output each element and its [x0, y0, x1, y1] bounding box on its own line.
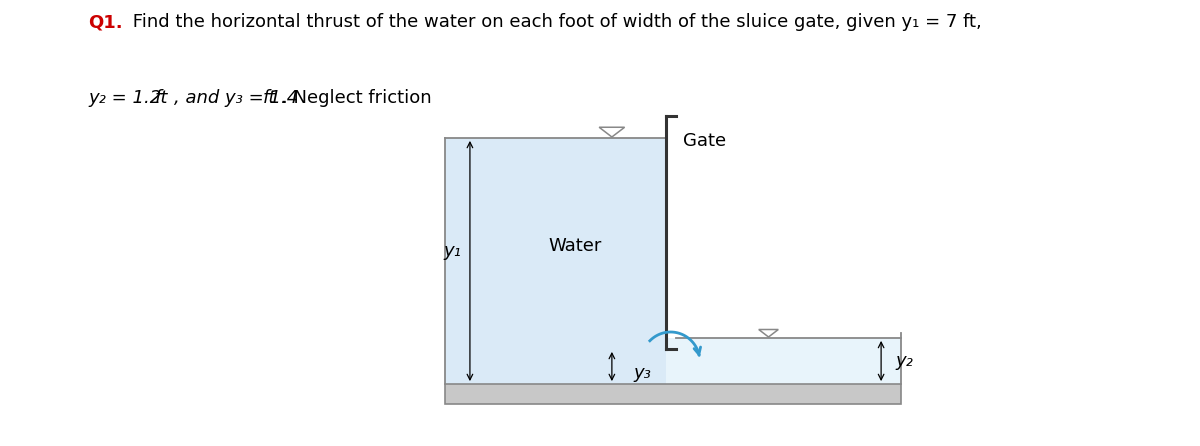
Text: Find the horizontal thrust of the water on each foot of width of the sluice gate: Find the horizontal thrust of the water … [127, 13, 982, 31]
Text: . Neglect friction: . Neglect friction [282, 89, 432, 107]
Text: y₁: y₁ [443, 242, 461, 260]
Polygon shape [445, 138, 666, 384]
Text: y₂: y₂ [895, 352, 913, 370]
Polygon shape [758, 330, 779, 337]
Polygon shape [666, 338, 901, 384]
Text: y₂ = 1.2: y₂ = 1.2 [88, 89, 167, 107]
Polygon shape [445, 384, 901, 404]
Text: ft: ft [263, 89, 276, 107]
Text: Water: Water [548, 237, 602, 255]
Text: , and y₃ = 1.4: , and y₃ = 1.4 [174, 89, 304, 107]
Text: Q1.: Q1. [88, 13, 122, 31]
Polygon shape [599, 127, 625, 137]
Text: Gate: Gate [683, 132, 726, 150]
Text: ft: ft [155, 89, 168, 107]
Text: y₃: y₃ [634, 363, 652, 381]
